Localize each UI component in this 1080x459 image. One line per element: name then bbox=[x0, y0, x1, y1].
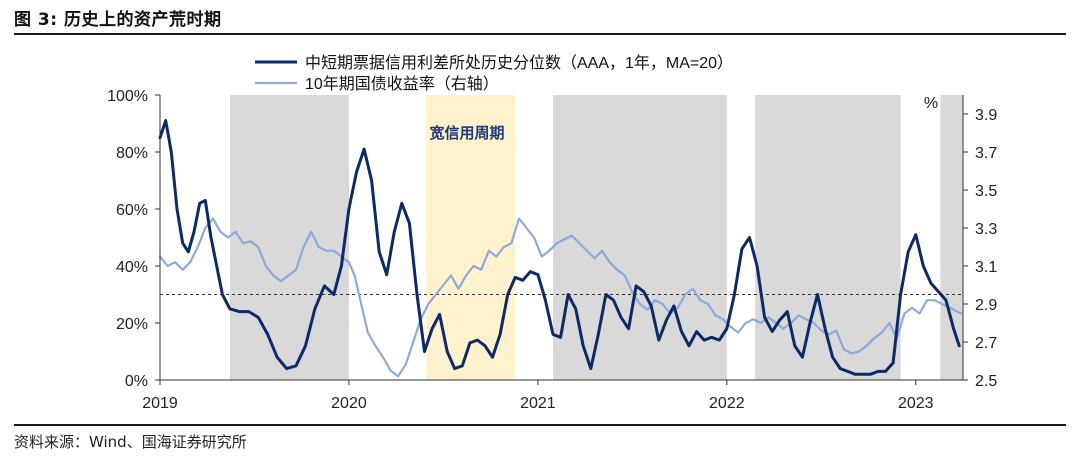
right-axis-unit: % bbox=[924, 95, 938, 112]
series-line-credit-spread-percentile bbox=[158, 119, 961, 376]
legend: 中短期票据信用利差所处历史分位数（AAA，1年，MA=20） 10年期国债收益率（… bbox=[255, 54, 733, 93]
left-tick-label: 40% bbox=[116, 259, 148, 276]
legend-label: 10年期国债收益率（右轴） bbox=[305, 75, 499, 93]
shaded-periods bbox=[229, 95, 963, 380]
right-tick-label: 2.7 bbox=[975, 335, 997, 352]
right-tick-label: 3.7 bbox=[975, 145, 997, 162]
x-tick-label: 2021 bbox=[520, 395, 556, 412]
right-tick-label: 3.1 bbox=[975, 259, 997, 276]
legend-label: 中短期票据信用利差所处历史分位数（AAA，1年，MA=20） bbox=[305, 54, 733, 72]
x-tick-label: 2019 bbox=[142, 395, 178, 412]
x-tick-label: 2023 bbox=[898, 395, 934, 412]
series-line-10y-treasury-yield bbox=[158, 217, 963, 378]
top-rule bbox=[14, 33, 1066, 35]
right-tick-label: 3.3 bbox=[975, 221, 997, 238]
shaded-period-3 bbox=[755, 95, 901, 380]
axes: 0% 20% 40% 60% 80% 100% 2.5 2.7 2.9 3.1 3.3 3.5 3.7 3… bbox=[107, 88, 997, 412]
annotation-label: 宽信用周期 bbox=[428, 124, 504, 142]
shaded-period-4 bbox=[940, 95, 963, 380]
left-tick-label: 100% bbox=[107, 88, 148, 105]
right-tick-label: 2.9 bbox=[975, 297, 997, 314]
left-tick-label: 0% bbox=[125, 373, 148, 390]
x-tick-label: 2020 bbox=[331, 395, 367, 412]
shaded-period-0 bbox=[229, 95, 349, 380]
figure-title: 图 3: 历史上的资产荒时期 bbox=[14, 10, 222, 30]
bottom-rule bbox=[14, 424, 1066, 426]
x-tick-label: 2022 bbox=[709, 395, 745, 412]
left-tick-label: 60% bbox=[116, 202, 148, 219]
source-note: 资料来源：Wind、国海证券研究所 bbox=[14, 433, 247, 451]
left-tick-label: 80% bbox=[116, 145, 148, 162]
left-tick-label: 20% bbox=[116, 316, 148, 333]
right-tick-label: 2.5 bbox=[975, 373, 997, 390]
right-tick-label: 3.5 bbox=[975, 183, 997, 200]
right-tick-label: 3.9 bbox=[975, 107, 997, 124]
series-lines bbox=[158, 119, 963, 378]
